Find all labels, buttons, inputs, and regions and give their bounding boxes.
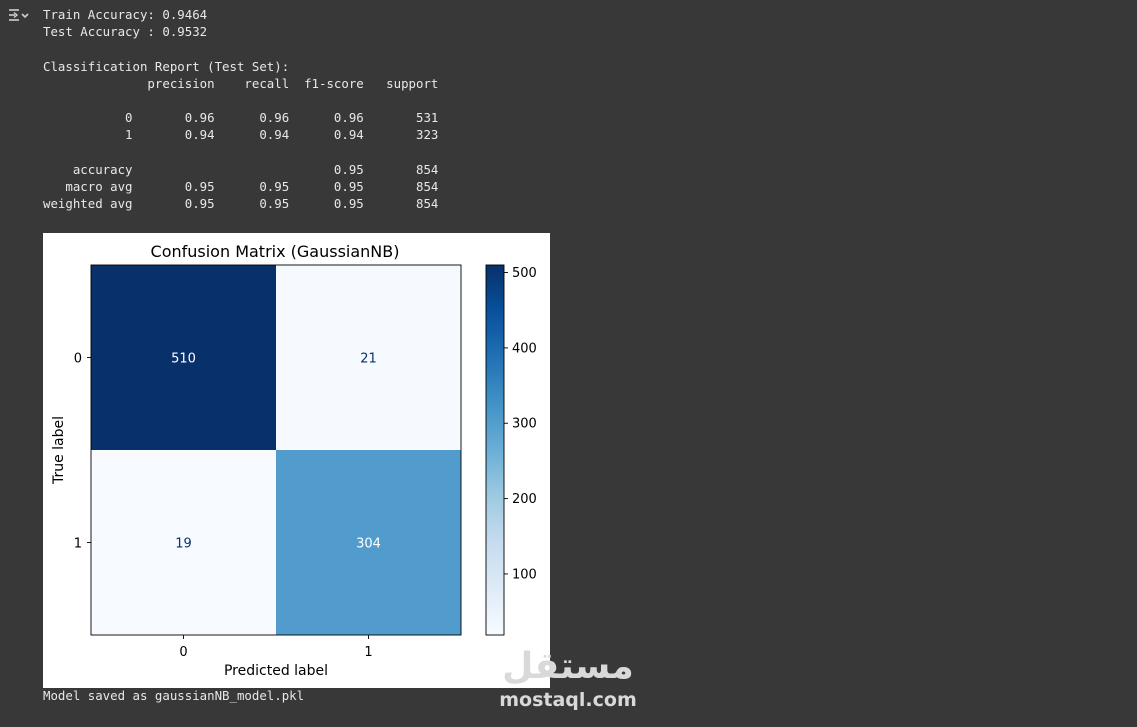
x-tick-label: 1 [364,645,372,660]
report-row: macro avg 0.95 0.95 0.95 854 [43,179,439,195]
test-accuracy-line: Test Accuracy : 0.9532 [43,24,208,40]
blank-line [43,40,438,57]
colorbar [485,264,505,636]
cell-value-label: 19 [175,537,192,552]
output-expand-icon[interactable] [6,6,32,28]
matrix-cell [91,265,276,450]
console-output: Train Accuracy: 0.9464 Test Accuracy : 0.… [43,6,438,212]
colorbar-tick-label: 300 [512,417,537,432]
matrix-cell [276,265,461,450]
plot-frame [90,264,462,636]
cell-value-label: 510 [171,352,196,367]
save-message: Model saved as gaussianNB_model.pkl [43,688,305,703]
confusion-matrix-chart: Confusion Matrix (GaussianNB) 510 21 19 304… [51,242,537,679]
colorbar-tick-label: 100 [512,567,537,582]
report-row: 0 0.96 0.96 0.96 531 [43,110,439,126]
x-axis-label: Predicted label [224,663,328,679]
confusion-matrix-figure: Confusion Matrix (GaussianNB) 510 21 19 304… [43,233,550,688]
y-tick-label: 0 [74,352,82,367]
report-row: 1 0.94 0.94 0.94 323 [43,127,439,143]
colorbar-tick-label: 200 [512,492,537,507]
report-row: weighted avg 0.95 0.95 0.95 854 [43,196,439,212]
chart-title: Confusion Matrix (GaussianNB) [151,242,400,261]
report-header: precision recall f1-score support [43,75,439,91]
matrix-cell [276,450,461,635]
y-tick-label: 1 [74,537,82,552]
colorbar-tick-label: 400 [512,341,537,356]
y-axis-label: True label [51,416,67,485]
cell-value-label: 304 [356,537,381,552]
matrix-cell [91,450,276,635]
colorbar-tick-label: 500 [512,266,537,281]
x-tick-label: 0 [179,645,187,660]
cell-value-label: 21 [360,352,377,367]
train-accuracy-line: Train Accuracy: 0.9464 [43,7,208,22]
report-title: Classification Report (Test Set): [43,58,290,74]
blank-line [43,92,438,109]
blank-line [43,144,438,161]
report-row: accuracy 0.95 854 [43,161,439,177]
watermark-text: mostaql.com [499,689,637,711]
